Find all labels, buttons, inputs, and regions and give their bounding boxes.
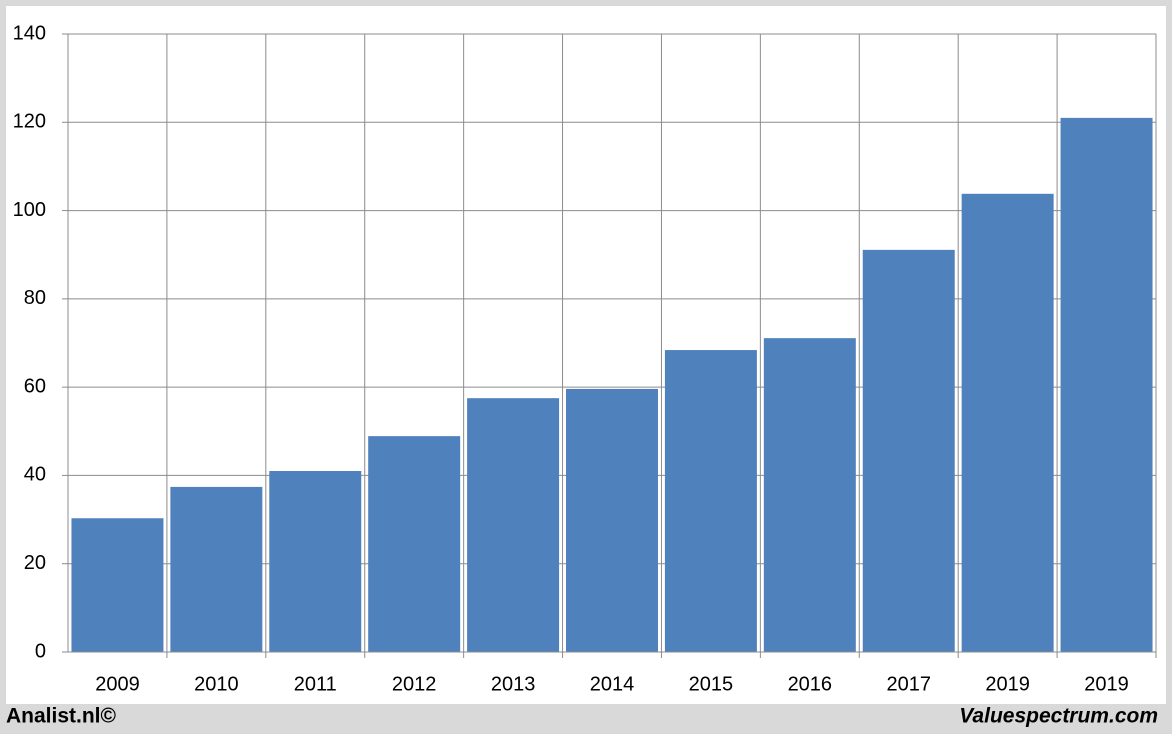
- y-tick-label: 20: [24, 552, 46, 574]
- x-tick-label: 2019: [985, 673, 1030, 695]
- y-tick-label: 60: [24, 375, 46, 397]
- bar: [1060, 117, 1153, 652]
- bar: [664, 350, 757, 652]
- bar: [763, 338, 856, 652]
- y-tick-label: 120: [13, 111, 46, 133]
- bar: [862, 249, 955, 652]
- x-tick-label: 2009: [95, 673, 140, 695]
- y-tick-label: 40: [24, 464, 46, 486]
- bar: [71, 518, 164, 652]
- footer-right: Valuespectrum.com: [959, 705, 1158, 728]
- y-tick-label: 100: [13, 199, 46, 221]
- x-tick-label: 2015: [689, 673, 734, 695]
- bar: [170, 486, 263, 652]
- x-tick-label: 2016: [788, 673, 833, 695]
- y-tick-label: 140: [13, 22, 46, 44]
- x-tick-label: 2017: [886, 673, 931, 695]
- x-tick-label: 2012: [392, 673, 437, 695]
- x-tick-label: 2013: [491, 673, 536, 695]
- x-tick-label: 2014: [590, 673, 635, 695]
- bar: [368, 436, 461, 652]
- y-tick-label: 80: [24, 287, 46, 309]
- x-tick-label: 2011: [294, 673, 337, 695]
- bar: [269, 471, 362, 652]
- bar: [467, 398, 560, 652]
- bar: [961, 193, 1054, 652]
- bar: [566, 388, 658, 652]
- y-tick-label: 0: [35, 640, 46, 662]
- footer-left: Analist.nl©: [6, 705, 117, 728]
- x-tick-label: 2019: [1084, 673, 1129, 695]
- x-tick-label: 2010: [194, 673, 239, 695]
